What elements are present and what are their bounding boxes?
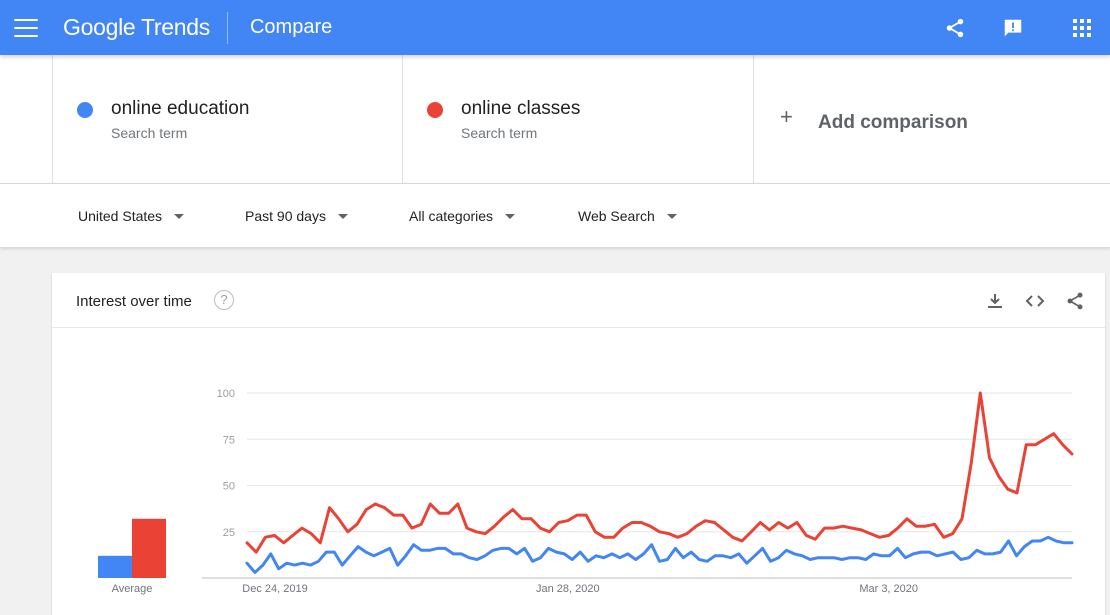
chevron-down-icon: [505, 213, 516, 219]
chart-x-axis: Dec 24, 2019 Jan 28, 2020 Mar 3, 2020: [242, 583, 918, 595]
chevron-down-icon: [666, 213, 677, 219]
category-value: All categories: [409, 208, 494, 224]
card-header: Interest over time ?: [52, 273, 1105, 328]
term-card-online-classes[interactable]: online classes Search term: [402, 55, 754, 183]
y-tick-label: 25: [223, 527, 235, 539]
help-icon[interactable]: ?: [214, 290, 234, 310]
y-tick-label: 100: [217, 388, 235, 400]
add-comparison-button[interactable]: + Add comparison: [753, 55, 1110, 183]
share-icon[interactable]: [1064, 290, 1086, 312]
y-tick-label: 50: [223, 481, 235, 493]
time-range-dropdown[interactable]: Past 90 days: [245, 208, 348, 224]
series-color-dot: [77, 102, 93, 118]
chevron-down-icon: [337, 213, 348, 219]
term-card-online-education[interactable]: online education Search term: [52, 55, 403, 183]
term-name[interactable]: online classes: [461, 98, 581, 119]
chart-gridlines: 25 50 75 100: [202, 388, 1072, 579]
chevron-down-icon: [174, 213, 185, 219]
category-dropdown[interactable]: All categories: [409, 208, 516, 224]
average-label: Average: [112, 583, 153, 595]
brand-logo[interactable]: Google Trends: [63, 14, 210, 40]
x-tick-label: Dec 24, 2019: [242, 583, 307, 595]
interest-chart[interactable]: Average 25 50 75 100 Dec 24, 2019 Jan 28, 20…: [52, 328, 1105, 615]
app-bar-actions: [943, 0, 1110, 55]
region-value: United States: [78, 208, 163, 224]
interest-over-time-card: Interest over time ? Average 25 50 75 100 D…: [52, 273, 1105, 615]
search-type-value: Web Search: [578, 208, 655, 224]
header-divider: [226, 11, 228, 44]
series-line-online-classes[interactable]: [245, 391, 1074, 554]
term-type: Search term: [461, 125, 538, 141]
plus-icon: +: [780, 104, 793, 129]
x-tick-label: Jan 28, 2020: [536, 583, 600, 595]
search-type-dropdown[interactable]: Web Search: [578, 208, 677, 224]
term-name[interactable]: online education: [111, 98, 250, 119]
menu-icon[interactable]: [14, 18, 38, 37]
apps-icon[interactable]: [1070, 16, 1094, 40]
average-bar-online-classes[interactable]: [132, 518, 166, 578]
term-type: Search term: [111, 125, 188, 141]
time-range-value: Past 90 days: [245, 208, 326, 224]
download-icon[interactable]: [984, 290, 1006, 312]
y-tick-label: 75: [223, 434, 235, 446]
average-bar-online-education[interactable]: [98, 555, 132, 578]
filter-bar: United States Past 90 days All categorie…: [0, 184, 1110, 248]
series-line-online-education[interactable]: [245, 535, 1074, 574]
add-comparison-label: Add comparison: [818, 112, 968, 133]
feedback-icon[interactable]: [1001, 16, 1025, 40]
embed-code-icon[interactable]: [1024, 290, 1046, 312]
region-dropdown[interactable]: United States: [78, 208, 185, 224]
series-color-dot: [427, 102, 443, 118]
card-title: Interest over time: [76, 293, 192, 310]
share-icon[interactable]: [943, 16, 967, 40]
comparison-terms: online education Search term online clas…: [0, 55, 1110, 184]
average-chart: Average: [98, 518, 166, 595]
page-title: Compare: [249, 16, 333, 38]
app-bar: Google Trends Compare: [0, 0, 1110, 55]
x-tick-label: Mar 3, 2020: [859, 583, 918, 595]
chart-lines: [245, 391, 1074, 574]
